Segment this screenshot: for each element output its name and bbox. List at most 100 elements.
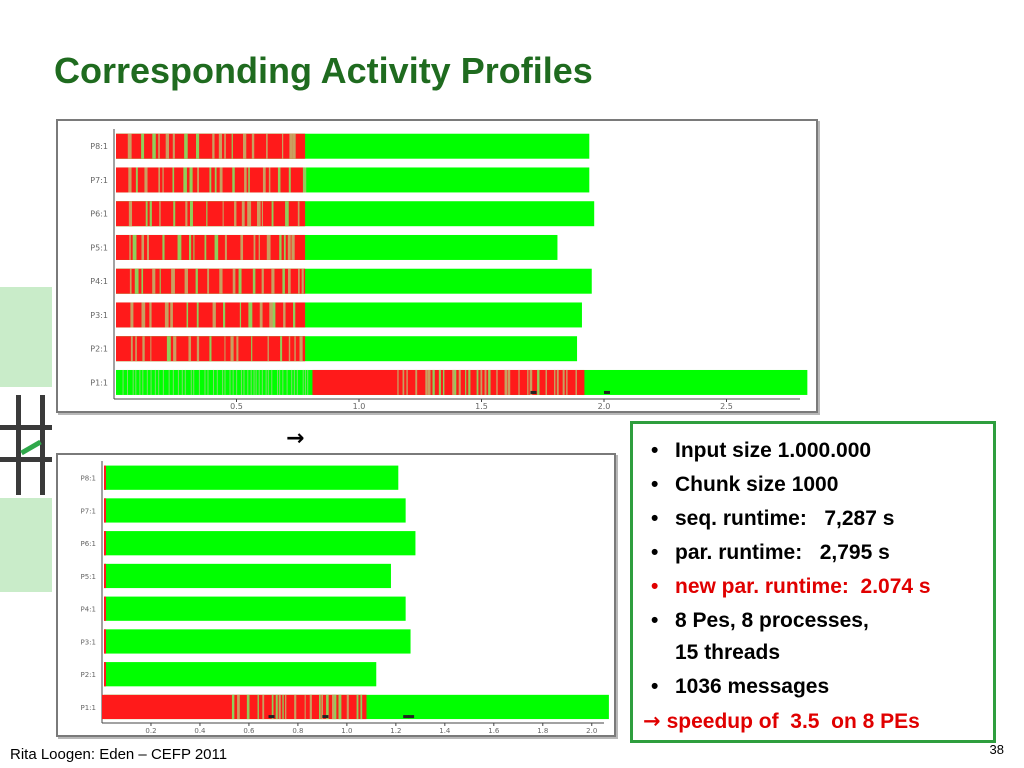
chart-improved-svg: P8:1 P7:1 P6:1 P5:1 P4:1 P3:1 P2:1 P1:1 0.2 0.4 0.…: [81, 461, 609, 735]
idle-stripe: [190, 369, 192, 395]
x-tick-label: 1.0: [353, 402, 366, 411]
idle-stripe: [142, 369, 144, 395]
process-row: [116, 133, 590, 159]
row-label: P5:1: [81, 573, 97, 581]
idle-stripe: [185, 201, 188, 227]
idle-stripe: [309, 694, 312, 720]
idle-stripe: [296, 369, 298, 395]
bullet-input-size: • Input size 1.000.000: [643, 434, 983, 468]
idle-stripe: [142, 336, 145, 362]
activity-profile-chart-improved: P8:1 P7:1 P6:1 P5:1 P4:1 P3:1 P2:1 P1:1 0.2 0.4 0.…: [56, 453, 616, 737]
idle-stripe: [282, 268, 285, 294]
idle-stripe: [128, 201, 133, 227]
idle-stripe: [236, 369, 238, 395]
idle-stripe: [302, 167, 307, 193]
running-bar: [104, 563, 391, 589]
idle-stripe: [291, 369, 293, 395]
idle-stripe: [152, 133, 156, 159]
idle-stripe: [232, 268, 236, 294]
idle-stripe: [188, 336, 192, 362]
idle-stripe: [265, 369, 267, 395]
idle-stripe: [438, 369, 441, 395]
idle-stripe: [271, 694, 274, 720]
idle-stripe: [292, 133, 296, 159]
bullet-text: 1036 messages: [675, 675, 830, 698]
idle-stripe: [425, 369, 428, 395]
idle-stripe: [204, 369, 206, 395]
row-label: P8:1: [90, 142, 108, 151]
bullet-dot-icon: •: [651, 675, 659, 698]
idle-stripe: [246, 694, 250, 720]
idle-stripe: [172, 369, 174, 395]
idle-stripe: [230, 336, 234, 362]
idle-stripe: [496, 369, 498, 395]
message-marker: [408, 715, 415, 719]
idle-stripe: [334, 694, 337, 720]
idle-stripe: [267, 369, 269, 395]
idle-stripe: [307, 369, 309, 395]
idle-stripe: [247, 201, 252, 227]
idle-stripe: [271, 201, 274, 227]
idle-stripe: [195, 133, 200, 159]
decorative-band-upper: [0, 287, 52, 387]
idle-stripe: [253, 234, 256, 260]
idle-stripe: [165, 133, 170, 159]
message-marker: [322, 715, 329, 719]
arrow-icon: →: [286, 426, 305, 451]
arrow-right-icon: →: [643, 709, 661, 733]
idle-stripe: [189, 201, 193, 227]
idle-stripe: [219, 268, 223, 294]
idle-stripe: [241, 201, 245, 227]
blocked-bar: [104, 498, 106, 523]
x-tick-label: 2.5: [720, 402, 733, 411]
idle-stripe: [127, 133, 132, 159]
idle-stripe: [149, 302, 152, 328]
bullet-text: seq. runtime: 7,287 s: [675, 507, 895, 530]
idle-stripe: [258, 369, 260, 395]
idle-stripe: [129, 268, 132, 294]
idle-stripe: [402, 369, 405, 395]
idle-stripe: [529, 369, 533, 395]
idle-stripe: [214, 234, 219, 260]
idle-stripe: [289, 133, 293, 159]
bullet-text: 15 threads: [675, 641, 781, 664]
idle-stripe: [275, 694, 278, 720]
idle-stripe: [266, 133, 268, 159]
idle-stripe: [266, 234, 271, 260]
idle-stripe: [427, 369, 431, 395]
idle-stripe: [240, 234, 244, 260]
running-bar: [104, 596, 406, 621]
process-row: [104, 498, 406, 523]
idle-stripe: [338, 694, 342, 720]
message-marker: [530, 390, 537, 394]
idle-stripe: [252, 268, 256, 294]
idle-stripe: [282, 369, 284, 395]
idle-stripe: [243, 369, 245, 395]
idle-stripe: [458, 369, 461, 395]
idle-stripe: [283, 302, 286, 328]
idle-stripe: [129, 234, 131, 260]
process-row: [104, 629, 411, 654]
idle-stripe: [281, 133, 284, 159]
idle-stripe: [243, 133, 247, 159]
row-label: P3:1: [90, 311, 108, 320]
idle-stripe: [146, 234, 149, 260]
idle-stripe: [261, 268, 264, 294]
idle-stripe: [128, 167, 132, 193]
idle-stripe: [212, 302, 216, 328]
idle-stripe: [229, 369, 231, 395]
idle-stripe: [144, 167, 148, 193]
bullet-dot-icon: •: [651, 541, 659, 564]
idle-stripe: [304, 694, 306, 720]
idle-stripe: [134, 268, 139, 294]
idle-stripe: [321, 694, 324, 720]
idle-stripe: [173, 201, 176, 227]
idle-stripe: [397, 369, 399, 395]
idle-stripe: [297, 201, 300, 227]
idle-stripe: [184, 133, 188, 159]
idle-stripe: [141, 268, 144, 294]
process-row: [104, 563, 391, 589]
idle-stripe: [285, 694, 287, 720]
x-tick-label: 2.0: [586, 727, 597, 735]
idle-stripe: [189, 234, 192, 260]
